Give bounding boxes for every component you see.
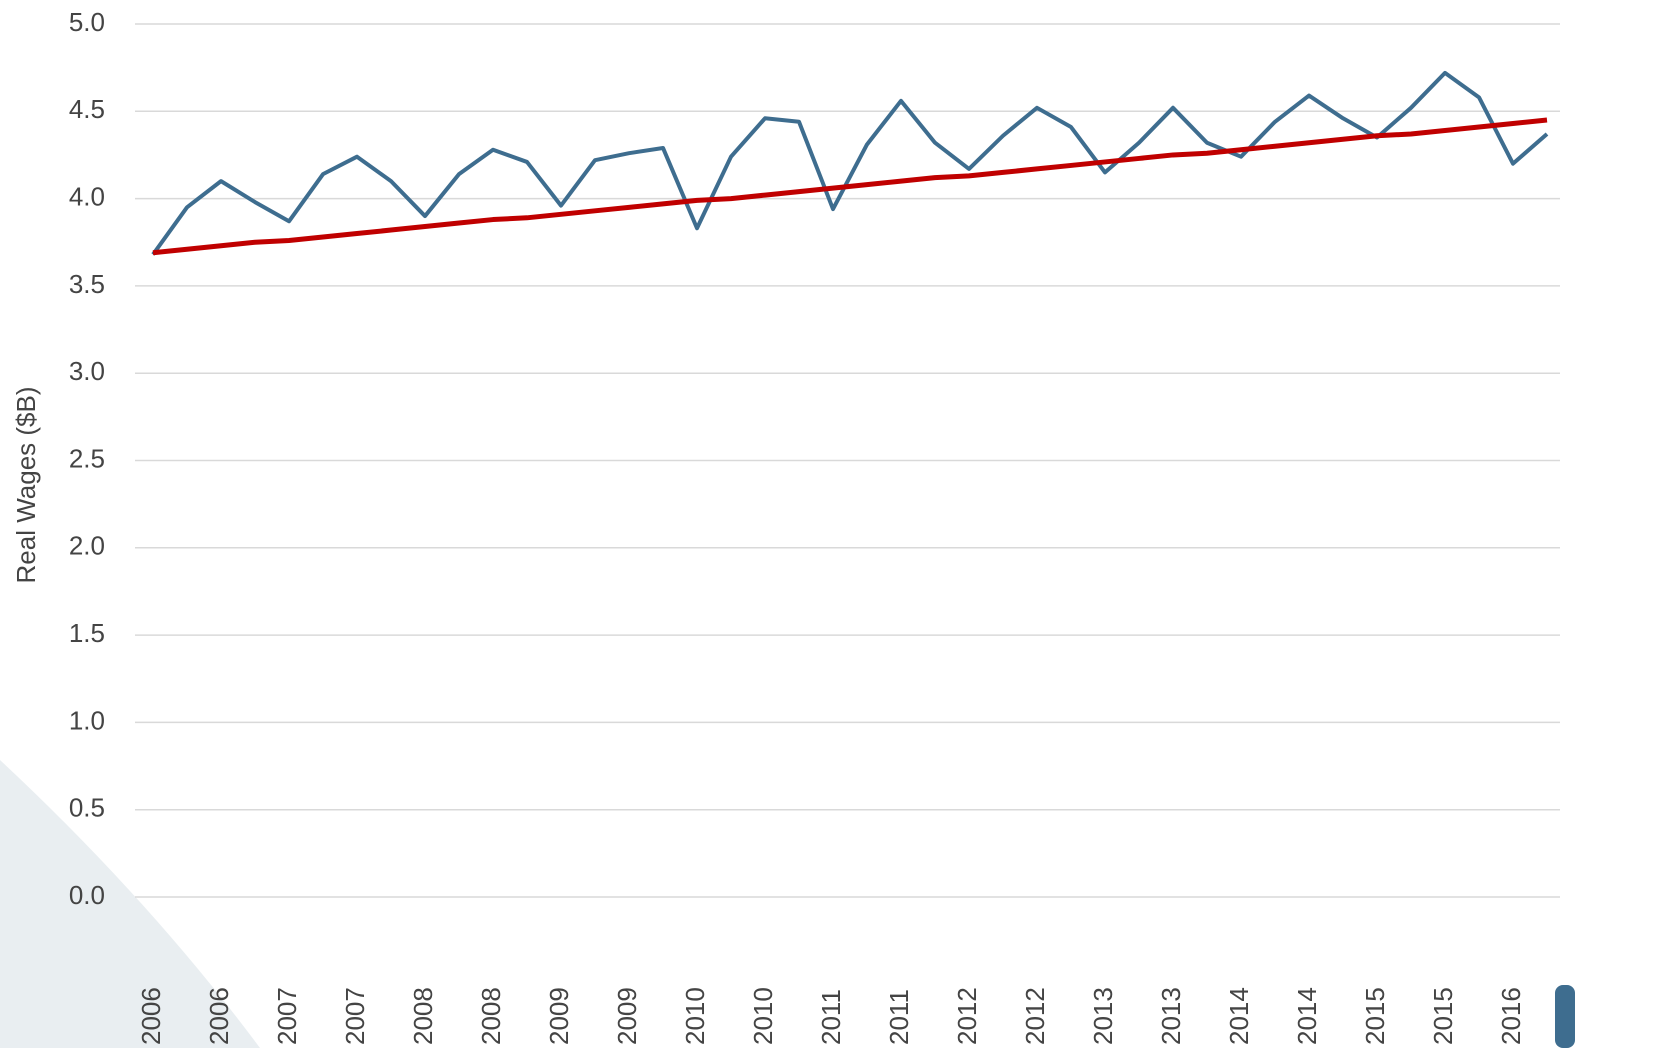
y-tick-label: 2.0 [69,531,105,561]
x-tick-label: 2006 [204,987,234,1045]
x-tick-label: 2014 [1224,987,1254,1045]
y-tick-label: 4.0 [69,181,105,211]
x-tick-label: 2013 [1156,987,1186,1045]
x-tick-label: 2007 [340,987,370,1045]
series-line [151,70,1549,256]
x-tick-label: 2012 [952,987,982,1045]
x-tick-label: 2011 [884,989,914,1045]
y-tick-label: 1.0 [69,705,105,735]
y-tick-label: 3.5 [69,269,105,299]
x-tick-label: 2015 [1360,987,1390,1045]
x-tick-label: 2008 [408,987,438,1045]
x-tick-label: 2009 [544,987,574,1045]
y-tick-label: 5.0 [69,7,105,37]
x-tick-label: 2006 [136,987,166,1045]
x-tick-label: 2014 [1292,987,1322,1045]
y-tick-label: 1.5 [69,618,105,648]
x-tick-label: 2011 [816,989,846,1045]
y-tick-label: 2.5 [69,443,105,473]
x-tick-label: 2013 [1088,987,1118,1045]
x-tick-label: 2010 [680,987,710,1045]
x-tick-label: 2008 [476,987,506,1045]
decoration [0,760,260,1048]
decoration [1555,985,1575,1048]
x-tick-label: 2007 [272,987,302,1045]
x-tick-label: 2009 [612,987,642,1045]
y-tick-label: 3.0 [69,356,105,386]
x-tick-label: 2010 [748,987,778,1045]
y-tick-label: 0.0 [69,880,105,910]
y-tick-label: 0.5 [69,793,105,823]
x-tick-label: 2012 [1020,987,1050,1045]
y-axis-label: Real Wages ($B) [11,387,41,584]
series-line [152,117,1548,256]
x-tick-label: 2015 [1428,987,1458,1045]
y-tick-label: 4.5 [69,94,105,124]
x-tick-label: 2016 [1496,987,1526,1045]
